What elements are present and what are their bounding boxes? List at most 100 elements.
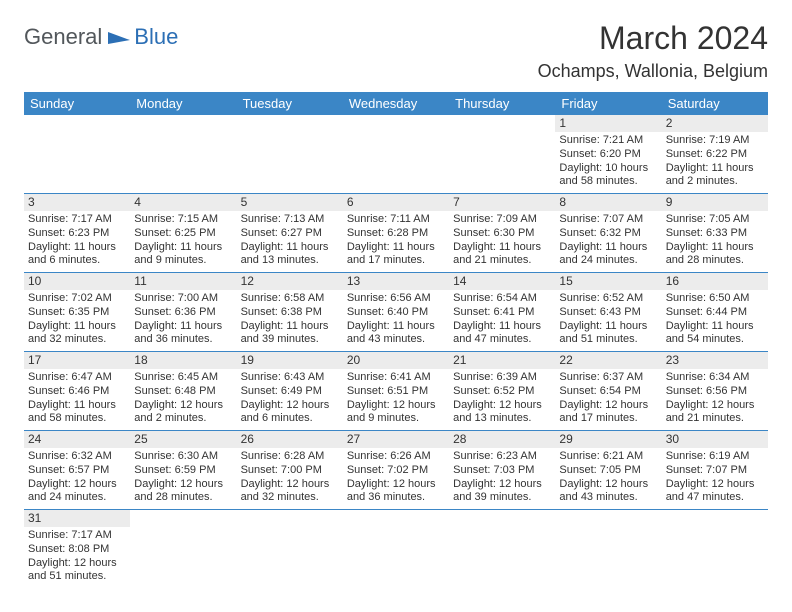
day-detail-line: Daylight: 12 hours <box>559 399 657 413</box>
day-detail-line: Daylight: 12 hours <box>347 399 445 413</box>
day-detail-line: Daylight: 11 hours <box>28 320 126 334</box>
day-detail-line: Sunset: 7:03 PM <box>453 464 551 478</box>
day-detail-line: Sunset: 6:33 PM <box>666 227 764 241</box>
day-number: 11 <box>130 273 236 290</box>
day-number: 31 <box>24 510 130 527</box>
day-detail-line: Sunrise: 6:56 AM <box>347 292 445 306</box>
day-detail-line: and 54 minutes. <box>666 333 764 347</box>
day-number: 8 <box>555 194 661 211</box>
calendar-day-cell: 5Sunrise: 7:13 AMSunset: 6:27 PMDaylight… <box>237 194 343 273</box>
day-detail-line: and 47 minutes. <box>666 491 764 505</box>
day-number: 6 <box>343 194 449 211</box>
day-detail-line: Sunrise: 7:00 AM <box>134 292 232 306</box>
day-detail-line: Sunrise: 6:39 AM <box>453 371 551 385</box>
day-detail-line: Daylight: 11 hours <box>241 320 339 334</box>
day-detail-line: Sunset: 6:35 PM <box>28 306 126 320</box>
day-detail-line: Sunset: 6:54 PM <box>559 385 657 399</box>
calendar-day-cell <box>130 115 236 194</box>
day-detail-line: Daylight: 12 hours <box>28 557 126 571</box>
calendar-day-cell: 18Sunrise: 6:45 AMSunset: 6:48 PMDayligh… <box>130 352 236 431</box>
day-detail-line: and 58 minutes. <box>559 175 657 189</box>
day-detail-line: Sunset: 8:08 PM <box>28 543 126 557</box>
day-detail-line: and 58 minutes. <box>28 412 126 426</box>
day-detail-line: Sunrise: 6:26 AM <box>347 450 445 464</box>
day-detail-line: Daylight: 12 hours <box>347 478 445 492</box>
day-number: 22 <box>555 352 661 369</box>
day-detail-line: Sunset: 6:57 PM <box>28 464 126 478</box>
calendar-day-cell <box>555 510 661 589</box>
day-detail-line: Sunrise: 7:11 AM <box>347 213 445 227</box>
calendar-day-cell: 10Sunrise: 7:02 AMSunset: 6:35 PMDayligh… <box>24 273 130 352</box>
calendar-page: General Blue March 2024 Ochamps, Walloni… <box>0 0 792 608</box>
day-number: 4 <box>130 194 236 211</box>
day-number: 13 <box>343 273 449 290</box>
title-block: March 2024 Ochamps, Wallonia, Belgium <box>538 20 768 82</box>
weekday-header: Sunday <box>24 92 130 115</box>
calendar-day-cell: 30Sunrise: 6:19 AMSunset: 7:07 PMDayligh… <box>662 431 768 510</box>
day-detail-line: Sunrise: 7:17 AM <box>28 529 126 543</box>
day-detail-line: Daylight: 12 hours <box>241 399 339 413</box>
day-detail-line: Daylight: 11 hours <box>559 320 657 334</box>
day-number: 16 <box>662 273 768 290</box>
day-detail-line: Sunset: 7:05 PM <box>559 464 657 478</box>
day-detail-line: Sunset: 6:52 PM <box>453 385 551 399</box>
day-detail-line: Sunset: 6:27 PM <box>241 227 339 241</box>
day-detail-line: Daylight: 12 hours <box>28 478 126 492</box>
day-detail-line: and 39 minutes. <box>241 333 339 347</box>
day-detail-line: Sunrise: 6:19 AM <box>666 450 764 464</box>
day-detail-line: Sunset: 6:48 PM <box>134 385 232 399</box>
day-detail-line: Sunset: 6:20 PM <box>559 148 657 162</box>
calendar-day-cell <box>343 115 449 194</box>
weekday-header: Monday <box>130 92 236 115</box>
calendar-day-cell: 9Sunrise: 7:05 AMSunset: 6:33 PMDaylight… <box>662 194 768 273</box>
day-detail-line: Sunset: 7:02 PM <box>347 464 445 478</box>
day-detail-line: Sunset: 6:28 PM <box>347 227 445 241</box>
day-detail-line: and 17 minutes. <box>347 254 445 268</box>
day-detail-line: Daylight: 11 hours <box>347 320 445 334</box>
day-detail-line: Sunrise: 6:37 AM <box>559 371 657 385</box>
day-detail-line: Sunrise: 7:09 AM <box>453 213 551 227</box>
day-detail-line: and 47 minutes. <box>453 333 551 347</box>
day-number: 10 <box>24 273 130 290</box>
day-detail-line: Daylight: 12 hours <box>666 478 764 492</box>
day-detail-line: Sunset: 6:41 PM <box>453 306 551 320</box>
calendar-day-cell: 25Sunrise: 6:30 AMSunset: 6:59 PMDayligh… <box>130 431 236 510</box>
calendar-day-cell: 31 Sunrise: 7:17 AMSunset: 8:08 PMDayligh… <box>24 510 130 589</box>
day-detail-line: and 21 minutes. <box>666 412 764 426</box>
day-detail-line: Daylight: 11 hours <box>666 320 764 334</box>
day-detail-line: Sunrise: 7:19 AM <box>666 134 764 148</box>
calendar-week-row: 24Sunrise: 6:32 AMSunset: 6:57 PMDayligh… <box>24 431 768 510</box>
calendar-day-cell <box>237 510 343 589</box>
calendar-day-cell: 15Sunrise: 6:52 AMSunset: 6:43 PMDayligh… <box>555 273 661 352</box>
page-header: General Blue March 2024 Ochamps, Walloni… <box>24 20 768 82</box>
calendar-day-cell: 7Sunrise: 7:09 AMSunset: 6:30 PMDaylight… <box>449 194 555 273</box>
calendar-header-row: SundayMondayTuesdayWednesdayThursdayFrid… <box>24 92 768 115</box>
calendar-day-cell: 17Sunrise: 6:47 AMSunset: 6:46 PMDayligh… <box>24 352 130 431</box>
day-detail-line: Sunset: 6:36 PM <box>134 306 232 320</box>
calendar-day-cell: 21Sunrise: 6:39 AMSunset: 6:52 PMDayligh… <box>449 352 555 431</box>
calendar-week-row: 1Sunrise: 7:21 AMSunset: 6:20 PMDaylight… <box>24 115 768 194</box>
day-detail-line: Sunset: 6:59 PM <box>134 464 232 478</box>
day-detail-line: and 43 minutes. <box>559 491 657 505</box>
day-detail-line: Sunset: 6:40 PM <box>347 306 445 320</box>
day-detail-line: Daylight: 11 hours <box>28 399 126 413</box>
day-detail-line: and 43 minutes. <box>347 333 445 347</box>
weekday-header: Thursday <box>449 92 555 115</box>
day-detail-line: Sunset: 7:07 PM <box>666 464 764 478</box>
calendar-day-cell: 29Sunrise: 6:21 AMSunset: 7:05 PMDayligh… <box>555 431 661 510</box>
month-title: March 2024 <box>538 20 768 57</box>
calendar-day-cell <box>449 115 555 194</box>
day-detail-line: Sunset: 6:25 PM <box>134 227 232 241</box>
day-detail-line: Daylight: 11 hours <box>134 241 232 255</box>
day-detail-line: Daylight: 12 hours <box>559 478 657 492</box>
calendar-day-cell: 11Sunrise: 7:00 AMSunset: 6:36 PMDayligh… <box>130 273 236 352</box>
calendar-week-row: 17Sunrise: 6:47 AMSunset: 6:46 PMDayligh… <box>24 352 768 431</box>
calendar-day-cell: 20Sunrise: 6:41 AMSunset: 6:51 PMDayligh… <box>343 352 449 431</box>
calendar-day-cell: 13 Sunrise: 6:56 AMSunset: 6:40 PMDayligh… <box>343 273 449 352</box>
day-detail-line: Sunrise: 7:13 AM <box>241 213 339 227</box>
day-detail-line: Daylight: 11 hours <box>559 241 657 255</box>
day-number: 9 <box>662 194 768 211</box>
day-number: 19 <box>237 352 343 369</box>
day-detail-line: Sunrise: 6:50 AM <box>666 292 764 306</box>
calendar-table: SundayMondayTuesdayWednesdayThursdayFrid… <box>24 92 768 588</box>
